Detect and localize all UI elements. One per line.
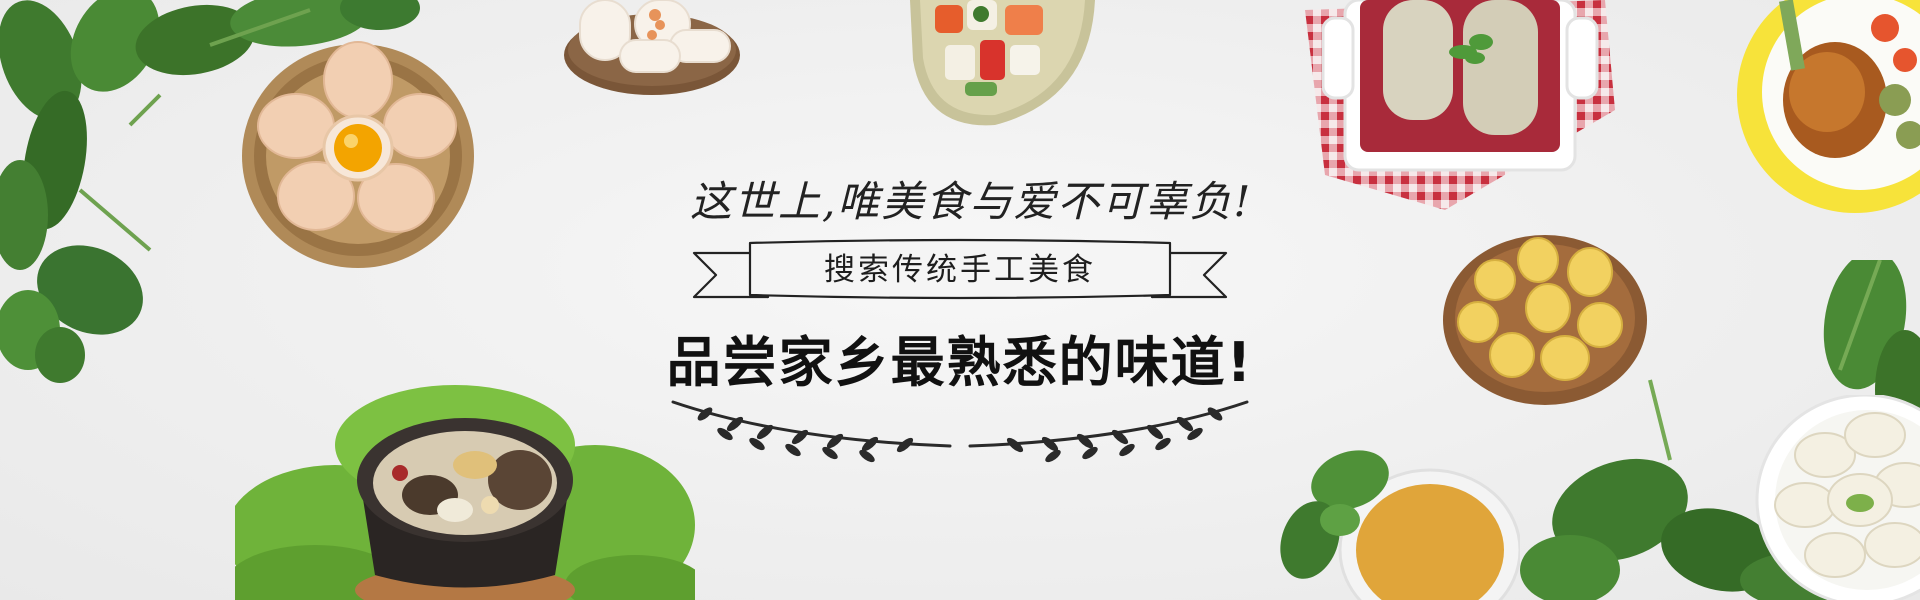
- rice-cakes-plate-icon: [564, 0, 740, 95]
- spinach-leaves-top-left-icon: [0, 0, 420, 383]
- stone-pot-soup-icon: [235, 385, 695, 600]
- roast-chicken-plate-icon: [1737, 0, 1920, 213]
- potato-basket-icon: [1443, 235, 1647, 405]
- laurel-divider-icon: [671, 400, 1249, 463]
- headline: 品尝家乡最熟悉的味道!: [666, 331, 1254, 394]
- ribbon-label: 搜索传统手工美食: [824, 252, 1096, 288]
- egg-basket-icon: [242, 41, 474, 268]
- ribbon-banner-icon: [692, 238, 1228, 300]
- dumplings-plate-icon: [1755, 395, 1920, 600]
- tagline: 这世上,唯美食与爱不可辜负!: [690, 177, 1253, 226]
- curry-powder-bowl-icon: [1280, 450, 1520, 600]
- stuffed-rolls-dish-icon: [1305, 0, 1615, 210]
- sushi-plate-icon: [910, 0, 1095, 126]
